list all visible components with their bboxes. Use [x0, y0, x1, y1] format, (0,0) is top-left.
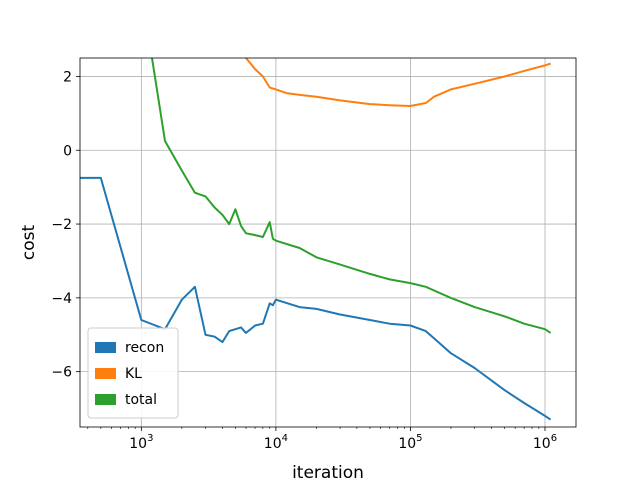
- legend-label-total: total: [125, 392, 157, 408]
- x-tick-label: 105: [398, 433, 422, 452]
- y-tick-label: −2: [51, 217, 72, 233]
- y-tick-label: −6: [51, 365, 72, 381]
- series-line-total: [151, 58, 552, 334]
- plot-frame: [79, 57, 577, 428]
- legend-label-kl: KL: [125, 366, 142, 382]
- y-tick-label: −4: [51, 291, 72, 307]
- legend: recon KL total: [87, 327, 179, 419]
- series-lines: [80, 58, 552, 421]
- x-axis: 103 104 105 106: [87, 427, 557, 452]
- x-tick-label: 106: [533, 433, 557, 452]
- x-tick-label: 103: [129, 433, 153, 452]
- y-axis-title: cost: [19, 225, 39, 261]
- series-line-recon: [80, 176, 552, 421]
- series-line-kl: [245, 58, 551, 107]
- legend-swatch-recon: [95, 342, 116, 353]
- x-tick-label: 104: [264, 433, 288, 452]
- y-axis: 2 0 −2 −4 −6: [51, 69, 80, 381]
- legend-label-recon: recon: [125, 340, 164, 356]
- legend-swatch-kl: [95, 368, 116, 379]
- y-tick-label: 2: [63, 69, 72, 85]
- y-tick-label: 0: [63, 143, 72, 159]
- x-axis-title: iteration: [292, 463, 364, 480]
- legend-swatch-total: [95, 394, 116, 405]
